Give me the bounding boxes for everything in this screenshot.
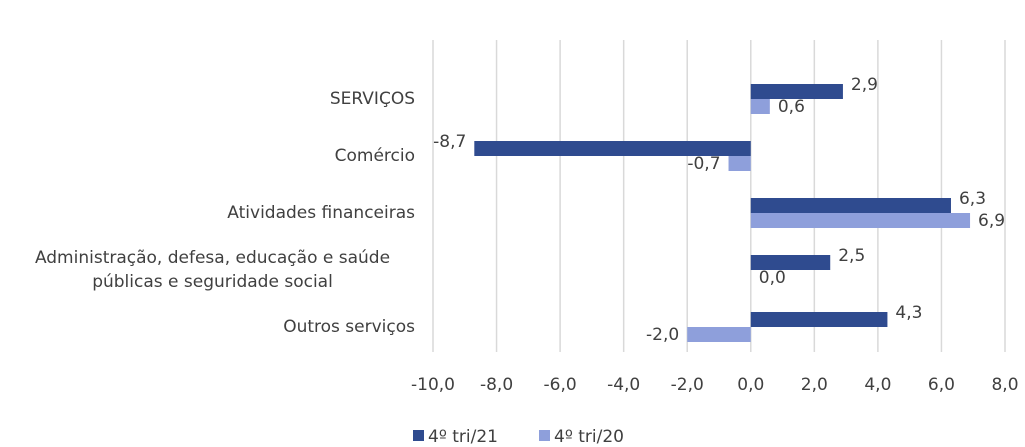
x-tick-label: -2,0 <box>671 375 704 395</box>
bar <box>750 84 843 99</box>
value-label: 2,9 <box>851 75 878 95</box>
bar <box>750 198 951 213</box>
value-label: 6,3 <box>959 189 986 209</box>
x-tick-label: -6,0 <box>544 375 577 395</box>
value-label: 6,9 <box>978 211 1005 231</box>
bar <box>750 99 770 114</box>
legend-label: 4º tri/20 <box>554 427 624 447</box>
category-text: Outros serviços <box>283 317 415 337</box>
x-tick-label: 2,0 <box>801 375 828 395</box>
x-tick-label: 0,0 <box>737 375 764 395</box>
category-text: SERVIÇOS <box>329 89 415 109</box>
legend-swatch <box>539 430 550 441</box>
bar <box>474 141 751 156</box>
x-tick-label: -10,0 <box>411 375 455 395</box>
category-label: Outros serviços <box>5 315 415 339</box>
category-label: Atividades financeiras <box>5 201 415 225</box>
category-label: Comércio <box>5 144 415 168</box>
x-tick-label: -8,0 <box>480 375 513 395</box>
legend-swatch <box>413 430 424 441</box>
bar <box>687 327 751 342</box>
value-label: 0,0 <box>759 268 786 288</box>
x-tick-label: -4,0 <box>607 375 640 395</box>
legend-label: 4º tri/21 <box>428 427 498 447</box>
category-text: Administração, defesa, educação e saúde … <box>34 248 391 292</box>
category-text: Atividades financeiras <box>227 203 415 223</box>
bar <box>750 255 831 270</box>
x-tick-label: 8,0 <box>991 375 1018 395</box>
x-tick-label: 4,0 <box>864 375 891 395</box>
x-tick-label: 6,0 <box>928 375 955 395</box>
bar <box>728 156 751 171</box>
bar <box>750 213 971 228</box>
bar <box>750 312 888 327</box>
category-label: SERVIÇOS <box>5 87 415 111</box>
value-label: -0,7 <box>687 154 720 174</box>
value-label: 4,3 <box>895 303 922 323</box>
value-label: 0,6 <box>778 97 805 117</box>
category-text: Comércio <box>334 146 415 166</box>
value-label: -2,0 <box>646 325 679 345</box>
value-label: -8,7 <box>433 132 466 152</box>
value-label: 2,5 <box>838 246 865 266</box>
category-label: Administração, defesa, educação e saúde … <box>5 246 415 294</box>
